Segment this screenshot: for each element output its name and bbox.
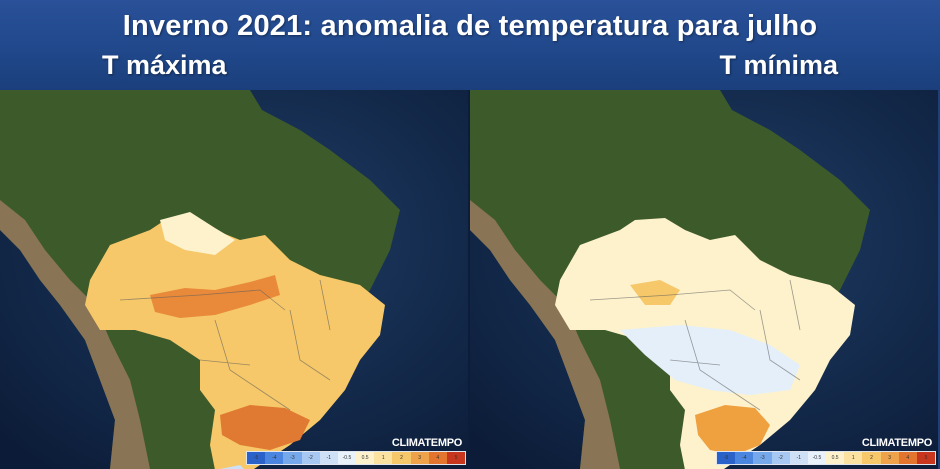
scale-step: 0.5 bbox=[826, 452, 845, 464]
scale-step: -3 bbox=[753, 452, 772, 464]
header-banner: Inverno 2021: anomalia de temperatura pa… bbox=[0, 0, 940, 90]
page-title: Inverno 2021: anomalia de temperatura pa… bbox=[122, 10, 818, 42]
scale-step: -5 bbox=[247, 452, 266, 464]
climatempo-logo: CLIMATEMPO bbox=[391, 437, 462, 449]
tmax-map bbox=[0, 90, 468, 469]
scale-step: 4 bbox=[428, 452, 447, 464]
scale-step: 0.5 bbox=[356, 452, 375, 464]
scale-step: 4 bbox=[898, 452, 917, 464]
climatempo-logo: CLIMATEMPO bbox=[861, 437, 932, 449]
scale-step: -0.5 bbox=[807, 452, 827, 464]
far-south-cool bbox=[220, 465, 244, 469]
andes-highlands bbox=[470, 200, 620, 469]
state-borders bbox=[589, 279, 801, 411]
map-panel-tmax: CLIMATEMPO -5 -4 -3 -2 -1 -0.5 0.5 1 2 3 4 5 bbox=[0, 90, 468, 469]
scale-step: -1 bbox=[319, 452, 338, 464]
amazon-hotspot bbox=[150, 275, 280, 318]
color-scale: -5 -4 -3 -2 -1 -0.5 0.5 1 2 3 4 5 bbox=[246, 451, 466, 465]
scale-step: 5 bbox=[446, 452, 466, 464]
scale-step: -5 bbox=[717, 452, 736, 464]
andes-highlands bbox=[0, 200, 150, 469]
scale-step: 1 bbox=[374, 452, 393, 464]
state-borders bbox=[119, 279, 331, 411]
scale-step: 5 bbox=[916, 452, 936, 464]
scale-step: -2 bbox=[301, 452, 320, 464]
scale-step: 1 bbox=[844, 452, 863, 464]
south-hotspot bbox=[695, 405, 770, 455]
south-hotspot bbox=[220, 405, 310, 450]
tmax-label: T máxima bbox=[102, 50, 227, 80]
scale-step: -2 bbox=[771, 452, 790, 464]
tmin-map bbox=[470, 90, 938, 469]
north-cool-area bbox=[160, 212, 235, 255]
scale-step: -0.5 bbox=[337, 452, 357, 464]
scale-step: 3 bbox=[410, 452, 429, 464]
scale-step: -4 bbox=[265, 452, 284, 464]
map-panel-tmin: CLIMATEMPO -5 -4 -3 -2 -1 -0.5 0.5 1 2 3 4 5 bbox=[470, 90, 938, 469]
panel-divider bbox=[468, 90, 470, 469]
scale-step: 2 bbox=[392, 452, 411, 464]
scale-step: -4 bbox=[735, 452, 754, 464]
scale-step: 3 bbox=[880, 452, 899, 464]
tmin-label: T mínima bbox=[719, 50, 838, 80]
scale-step: 2 bbox=[862, 452, 881, 464]
north-warm-patch bbox=[630, 280, 680, 305]
central-cool-area bbox=[620, 325, 800, 395]
color-scale: -5 -4 -3 -2 -1 -0.5 0.5 1 2 3 4 5 bbox=[716, 451, 936, 465]
brazil-anomaly-tmax bbox=[85, 218, 385, 469]
scale-step: -1 bbox=[789, 452, 808, 464]
scale-step: -3 bbox=[283, 452, 302, 464]
